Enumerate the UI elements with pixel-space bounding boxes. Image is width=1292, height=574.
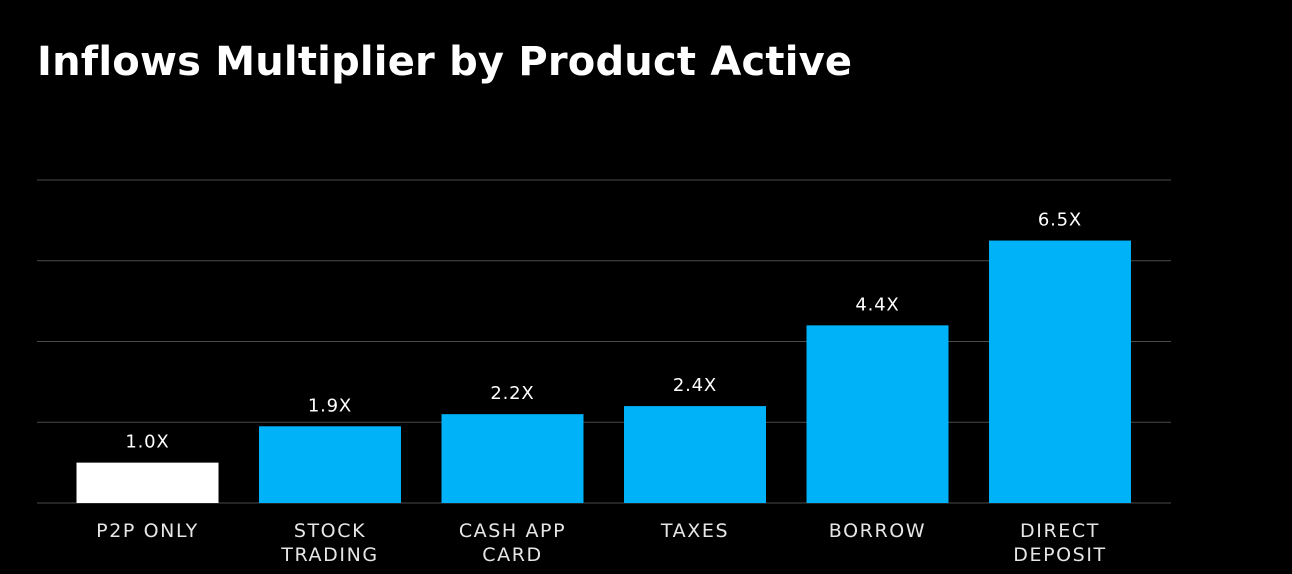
data-label: 2.2X	[490, 383, 534, 404]
data-label: 1.9X	[308, 395, 352, 416]
bar	[806, 325, 949, 503]
x-tick-label: BORROW	[829, 520, 926, 542]
bar	[76, 462, 219, 503]
x-tick-label: P2P ONLY	[96, 520, 199, 542]
bar	[259, 426, 401, 503]
bar	[989, 240, 1131, 503]
x-tick-label: STOCK TRADING	[280, 520, 378, 566]
chart-title: Inflows Multiplier by Product Active	[37, 39, 853, 85]
bars	[76, 240, 1131, 503]
bar	[441, 414, 584, 503]
x-tick-label: TAXES	[660, 520, 729, 542]
gridlines	[37, 179, 1171, 504]
bar	[624, 406, 766, 503]
data-label: 1.0X	[125, 432, 169, 453]
data-labels: 1.0X 1.9X 2.2X 2.4X 4.4X 6.5X	[125, 210, 1082, 453]
x-axis-tick-labels: P2P ONLY STOCK TRADING CASH APP CARD TAXES BOR…	[96, 520, 1107, 566]
data-label: 4.4X	[855, 294, 899, 315]
data-label: 6.5X	[1038, 210, 1082, 231]
x-tick-label: CASH APP CARD	[459, 520, 566, 566]
data-label: 2.4X	[673, 375, 717, 396]
x-tick-label: DIRECT DEPOSIT	[1013, 520, 1107, 566]
